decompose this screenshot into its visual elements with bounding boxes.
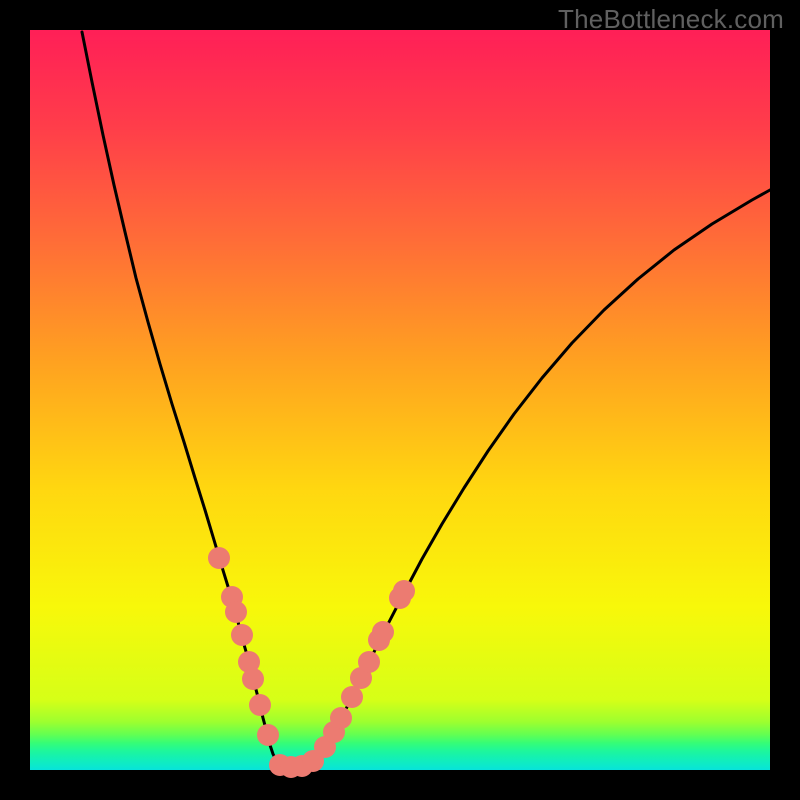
plot-background	[30, 30, 770, 770]
watermark-text: TheBottleneck.com	[558, 4, 784, 35]
data-marker	[330, 707, 352, 729]
data-marker	[257, 724, 279, 746]
data-marker	[208, 547, 230, 569]
data-marker	[249, 694, 271, 716]
data-marker	[225, 601, 247, 623]
data-marker	[341, 686, 363, 708]
chart-svg	[0, 0, 800, 800]
data-marker	[358, 651, 380, 673]
data-marker	[393, 580, 415, 602]
data-marker	[242, 668, 264, 690]
chart-stage: TheBottleneck.com	[0, 0, 800, 800]
data-marker	[372, 621, 394, 643]
data-marker	[231, 624, 253, 646]
